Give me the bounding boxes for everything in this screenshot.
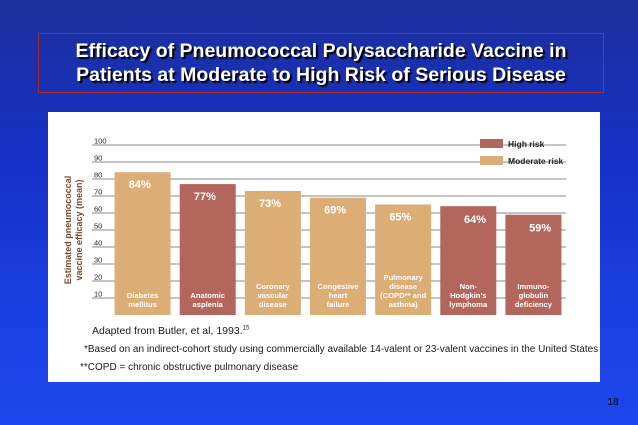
bar-value-label: 59%	[529, 223, 551, 235]
y-tick-label: 90	[94, 154, 102, 163]
bar-value-label: 69%	[324, 205, 346, 217]
category-label: asplenia	[193, 300, 224, 309]
bar-value-label: 77%	[194, 191, 216, 203]
category-label: (COPD** and	[380, 291, 426, 300]
category-label: Non-	[460, 282, 478, 291]
y-axis-title-line: Estimated pneumococcal	[63, 176, 73, 285]
category-label: Pulmonary	[384, 273, 424, 282]
category-label: Diabetes	[127, 291, 159, 300]
category-label: vascular	[257, 291, 288, 300]
y-tick-label: 20	[94, 273, 102, 282]
y-tick-label: 30	[94, 256, 102, 265]
legend-swatch	[480, 139, 503, 148]
source-reference: 15	[242, 325, 250, 332]
bar-value-label: 84%	[129, 179, 151, 191]
bar	[114, 172, 171, 315]
category-label: globulin	[519, 291, 549, 300]
category-label: deficiency	[515, 300, 553, 309]
slide-title: Efficacy of Pneumococcal Polysaccharide …	[38, 33, 604, 93]
bar	[440, 206, 497, 315]
bar	[505, 214, 562, 315]
category-label: Congestive	[318, 282, 359, 291]
legend-label: High risk	[508, 139, 545, 149]
page-number: 18	[607, 397, 619, 408]
footnote-copd: **COPD = chronic obstructive pulmonary d…	[80, 362, 299, 373]
source-note: Adapted from Butler, et al, 1993.15	[92, 325, 249, 337]
slide-title-line-2: Patients at Moderate to High Risk of Ser…	[76, 64, 566, 86]
chart-panel: 10 20 30 40 50 60 70 80 90 100 Estimated pneumococ…	[48, 112, 600, 382]
bar-value-label: 64%	[464, 214, 486, 226]
bar	[244, 190, 301, 315]
category-label: lymphoma	[449, 300, 488, 309]
category-label: Immuno-	[517, 282, 550, 291]
y-tick-label: 50	[94, 222, 102, 231]
bar-value-label: 65%	[389, 212, 411, 224]
category-label: Hodgkin's	[450, 291, 486, 300]
category-label: asthma)	[389, 300, 419, 309]
category-label: disease	[389, 282, 417, 291]
y-tick-label: 10	[94, 290, 102, 299]
category-label: heart	[329, 291, 348, 300]
legend-label: Moderate risk	[508, 156, 564, 166]
bar-value-label: 73%	[259, 198, 281, 210]
category-label: failure	[327, 300, 350, 309]
legend-swatch	[480, 156, 503, 165]
bar	[309, 197, 367, 315]
y-tick-label: 100	[94, 137, 107, 146]
source-text: Adapted from Butler, et al, 1993.	[92, 325, 243, 337]
y-tick-label: 60	[94, 205, 102, 214]
y-tick-label: 80	[94, 171, 102, 180]
slide-title-line-1: Efficacy of Pneumococcal Polysaccharide …	[75, 40, 567, 62]
y-axis-title-line: vaccine efficacy (mean)	[74, 179, 84, 280]
bar	[179, 184, 236, 315]
footnote-efficacy: *Based on an indirect-cohort study using…	[84, 344, 599, 355]
efficacy-bar-chart: 10 20 30 40 50 60 70 80 90 100 Estimated pneumococ…	[63, 137, 566, 315]
y-tick-label: 40	[94, 239, 102, 248]
category-label: disease	[259, 300, 287, 309]
category-label: Anatomic	[190, 291, 225, 300]
bar	[375, 204, 432, 315]
category-label: mellitus	[128, 300, 157, 309]
category-label: Coronary	[256, 282, 291, 291]
y-tick-label: 70	[94, 188, 102, 197]
